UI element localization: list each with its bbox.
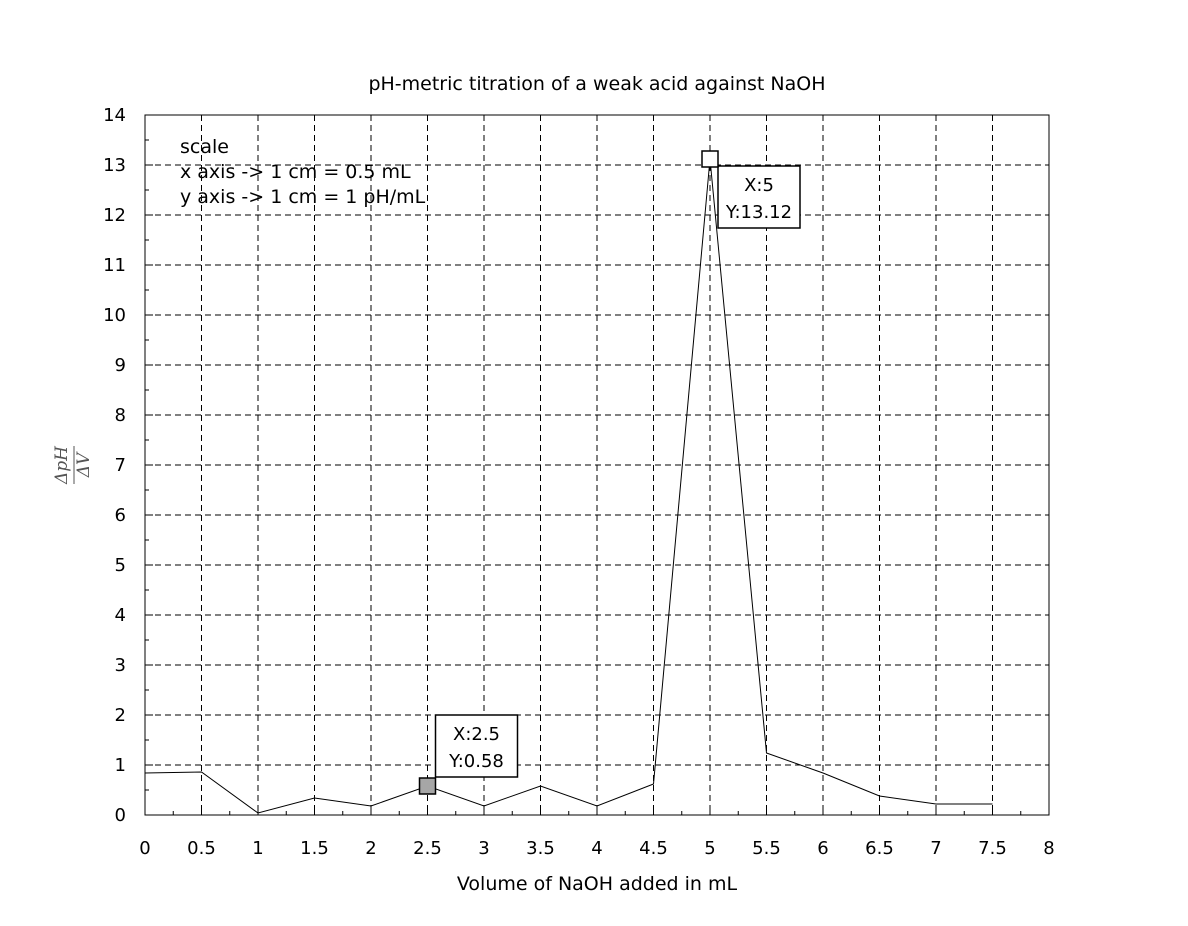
scale-annotation-line: x axis -> 1 cm = 0.5 mL <box>180 161 411 183</box>
x-tick-label: 1 <box>252 838 263 859</box>
y-axis-label-denominator: ΔV <box>74 451 94 478</box>
chart-title: pH-metric titration of a weak acid again… <box>368 73 825 95</box>
y-tick-label: 6 <box>115 505 126 526</box>
x-tick-label: 6 <box>817 838 828 859</box>
x-tick-label: 2 <box>365 838 376 859</box>
x-tick-label: 0 <box>139 838 150 859</box>
y-tick-label: 14 <box>103 105 126 126</box>
x-tick-label: 1.5 <box>300 838 329 859</box>
y-tick-label: 12 <box>103 205 126 226</box>
y-axis-label-numerator: ΔpH <box>52 445 72 485</box>
x-tick-labels: 0 0.5 1 1.5 2 2.5 3 3.5 4 4.5 5 5.5 6 6.5 7 7.5 8 <box>139 838 1054 859</box>
y-axis-label: ΔpH ΔV <box>52 445 94 485</box>
grid <box>145 115 1049 815</box>
y-tick-label: 11 <box>103 255 126 276</box>
datatip-x-text: X:5 <box>744 175 774 196</box>
x-axis-label: Volume of NaOH added in mL <box>457 873 738 895</box>
y-tick-label: 2 <box>115 705 126 726</box>
x-tick-label: 2.5 <box>413 838 442 859</box>
x-tick-label: 3.5 <box>526 838 555 859</box>
scale-annotation: scale x axis -> 1 cm = 0.5 mL y axis -> 1 … <box>180 136 426 208</box>
scale-annotation-line: y axis -> 1 cm = 1 pH/mL <box>180 186 426 208</box>
datatip-y-text: Y:13.12 <box>725 202 792 223</box>
datatip-marker <box>702 151 718 167</box>
scale-annotation-line: scale <box>180 136 229 158</box>
datatip-x-text: X:2.5 <box>453 724 500 745</box>
y-tick-label: 4 <box>115 605 126 626</box>
x-tick-label: 4.5 <box>639 838 668 859</box>
x-tick-label: 7 <box>930 838 941 859</box>
x-tick-label: 8 <box>1043 838 1054 859</box>
x-tick-label: 6.5 <box>865 838 894 859</box>
x-tick-label: 5 <box>704 838 715 859</box>
datatips: X:2.5 Y:0.58 X:5 Y:13.12 <box>420 151 801 794</box>
y-tick-label: 10 <box>103 305 126 326</box>
y-tick-label: 3 <box>115 655 126 676</box>
x-tick-label: 3 <box>478 838 489 859</box>
y-tick-label: 7 <box>115 455 126 476</box>
x-tick-label: 4 <box>591 838 602 859</box>
x-tick-label: 7.5 <box>978 838 1007 859</box>
x-tick-label: 0.5 <box>187 838 216 859</box>
y-tick-label: 0 <box>115 805 126 826</box>
y-tick-label: 8 <box>115 405 126 426</box>
y-tick-label: 13 <box>103 155 126 176</box>
datatip-marker <box>420 778 436 794</box>
y-tick-label: 1 <box>115 755 126 776</box>
x-tick-label: 5.5 <box>752 838 781 859</box>
datatip-y-text: Y:0.58 <box>448 751 504 772</box>
y-tick-label: 9 <box>115 355 126 376</box>
y-tick-label: 5 <box>115 555 126 576</box>
